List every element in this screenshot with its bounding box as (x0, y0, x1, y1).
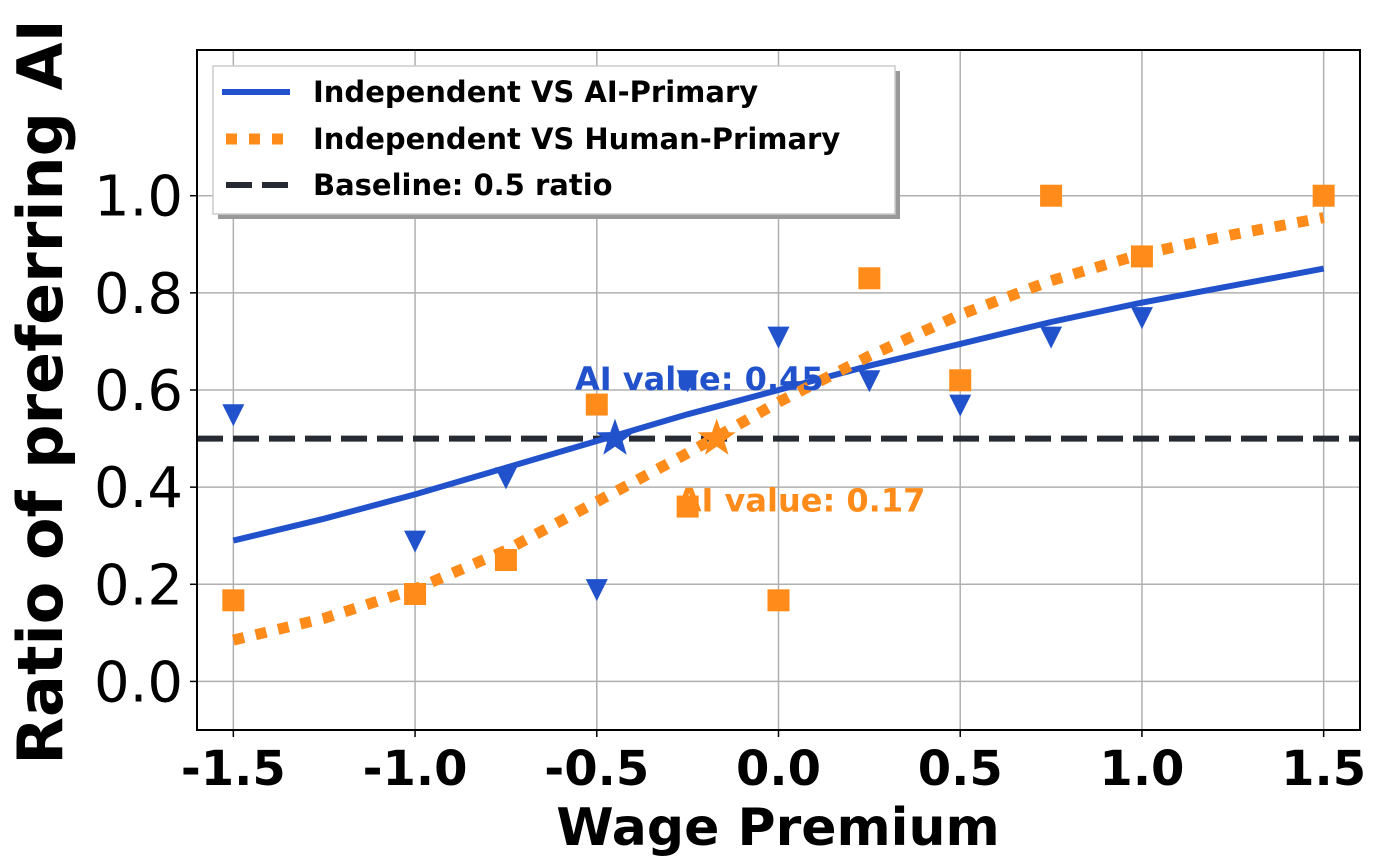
human-primary-point (858, 267, 881, 290)
x-axis-label: Wage Premium (556, 798, 999, 858)
y-tick-label: 0.0 (94, 650, 183, 715)
human-primary-point (494, 549, 517, 571)
human-primary-point (949, 369, 972, 392)
ai-primary-point (858, 370, 881, 393)
human-primary-star (697, 418, 736, 455)
human-primary-point (585, 393, 608, 416)
y-tick-label: 0.2 (94, 553, 183, 618)
y-axis-label: Ratio of preferring AI (4, 19, 77, 764)
x-tick-label: -1.0 (363, 741, 468, 797)
legend-label: Independent VS Human-Primary (313, 122, 840, 156)
ai-primary-point (222, 404, 245, 427)
ai-primary-point (1040, 326, 1063, 349)
y-tick-label: 0.6 (94, 359, 183, 424)
human-primary-point (404, 583, 427, 605)
ai-primary-star (595, 418, 634, 455)
x-tick-label: 1.0 (1099, 741, 1184, 797)
x-tick-label: 1.5 (1281, 741, 1366, 797)
ai-primary-point (1130, 307, 1153, 330)
y-tick-label: 1.0 (94, 165, 183, 230)
annot-layer: AI value: 0.45 AI value: 0.17 (575, 360, 925, 519)
ai-primary-point (585, 579, 608, 602)
human-primary-point (1312, 184, 1335, 207)
human-primary-point (767, 589, 790, 612)
x-tick-label: -0.5 (544, 741, 649, 797)
y-tick-label: 0.8 (94, 262, 183, 327)
star-layer (595, 418, 736, 455)
legend-box (212, 65, 896, 215)
legend-label: Baseline: 0.5 ratio (313, 168, 613, 202)
x-tick-labels: -1.5 -1.0 -0.5 0.0 0.5 1.0 1.5 (181, 730, 1366, 797)
human-primary-point (1040, 184, 1063, 207)
human-primary-point (676, 495, 699, 518)
ai-primary-point (949, 394, 972, 417)
legend-label: Independent VS AI-Primary (313, 75, 758, 109)
ai-primary-fit-line (232, 265, 1325, 544)
human-primary-point (222, 589, 245, 612)
ai-primary-point (494, 467, 517, 490)
human-primary-point (1130, 245, 1153, 268)
x-tick-label: -1.5 (181, 741, 286, 797)
ai-primary-point (767, 326, 790, 349)
ai-primary-point (404, 530, 427, 553)
y-tick-labels: 0.0 0.2 0.4 0.6 0.8 1.0 (94, 165, 197, 715)
ai-primary-point (676, 370, 699, 393)
y-tick-label: 0.4 (94, 456, 183, 521)
human-primary-annotation: AI value: 0.17 (677, 481, 926, 519)
x-tick-label: 0.5 (918, 741, 1003, 797)
x-tick-label: 0.0 (736, 741, 821, 797)
marker-layer (222, 184, 1335, 612)
ai-primary-annotation: AI value: 0.45 (575, 360, 824, 398)
legend: Independent VS AI-Primary Independent VS … (212, 65, 900, 219)
